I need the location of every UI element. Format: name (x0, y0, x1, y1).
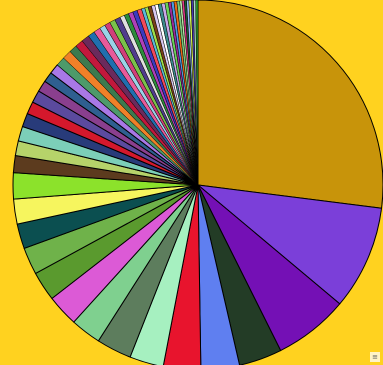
pie-slices (12, 0, 383, 365)
pie-slice-2 (196, 184, 383, 305)
pie-slice-1 (197, 0, 383, 209)
pie-slice-4 (197, 184, 282, 365)
pie-slice-5 (197, 184, 241, 365)
pie-slice-6 (162, 184, 202, 365)
pie-slice-60 (195, 0, 199, 186)
watermark-logo: ≡ (370, 352, 380, 362)
